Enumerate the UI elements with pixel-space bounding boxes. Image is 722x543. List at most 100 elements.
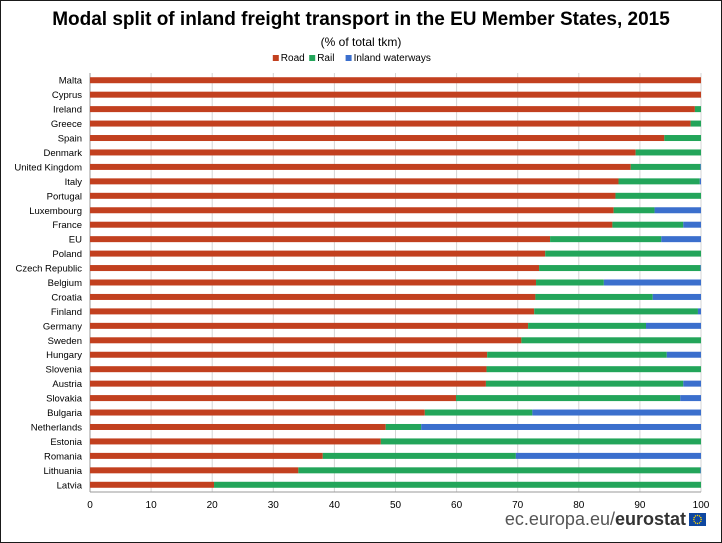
bar-road (90, 279, 537, 286)
x-tick-label: 0 (87, 500, 93, 511)
legend-label: Rail (317, 53, 334, 64)
bar-rail (615, 192, 701, 199)
category-label: Ireland (53, 105, 82, 116)
bar-inland-waterways (683, 380, 701, 387)
bar-rail (455, 395, 681, 402)
category-label: Belgium (48, 278, 82, 289)
category-label: United Kingdom (14, 162, 82, 173)
category-label: Malta (59, 76, 83, 87)
bar-inland-waterways (697, 308, 701, 315)
category-label: Portugal (47, 191, 82, 202)
category-label: Sweden (48, 336, 82, 347)
category-label: Netherlands (31, 422, 82, 433)
bar-road (90, 207, 614, 214)
category-label: Greece (51, 119, 82, 130)
bar-road (90, 366, 487, 373)
bar-rail (612, 221, 684, 228)
category-label: Poland (52, 249, 82, 260)
bar-inland-waterways (654, 207, 701, 214)
bar-rail (380, 438, 701, 445)
bar-road (90, 250, 546, 257)
bar-inland-waterways (699, 178, 701, 185)
category-label: Hungary (46, 350, 82, 361)
bar-inland-waterways (652, 293, 701, 300)
bar-rail (690, 120, 701, 127)
bar-road (90, 438, 381, 445)
bar-inland-waterways (421, 423, 701, 430)
legend-label: Inland waterways (354, 53, 431, 64)
bar-rail (298, 467, 701, 474)
bar-rail (487, 351, 667, 358)
bar-road (90, 380, 486, 387)
bar-rail (635, 149, 701, 156)
bar-road (90, 423, 386, 430)
bar-road (90, 308, 535, 315)
legend-swatch (272, 55, 279, 61)
bar-rail (322, 452, 516, 459)
bar-road (90, 120, 691, 127)
category-label: Luxembourg (29, 206, 82, 217)
x-tick-label: 50 (390, 500, 402, 511)
bar-rail (214, 481, 701, 488)
x-tick-label: 60 (451, 500, 463, 511)
category-label: Bulgaria (47, 408, 83, 419)
bar-rail (550, 236, 662, 243)
bar-road (90, 178, 619, 185)
x-tick-label: 100 (693, 500, 710, 511)
bar-rail (694, 106, 701, 113)
category-label: Croatia (51, 292, 82, 303)
bar-road (90, 77, 701, 84)
category-label: Slovenia (46, 365, 83, 376)
bar-road (90, 395, 456, 402)
bar-inland-waterways (661, 236, 701, 243)
brand-name: eurostat (614, 509, 686, 529)
bar-road (90, 265, 540, 272)
category-label: Latvia (57, 480, 83, 491)
bar-road (90, 351, 488, 358)
category-label: Denmark (43, 148, 82, 159)
eurostat-logo-text: ec.europa.eu/eurostat (505, 509, 686, 530)
bar-inland-waterways (515, 452, 701, 459)
category-label: Slovakia (46, 394, 83, 405)
category-label: EU (69, 235, 82, 246)
chart-title: Modal split of inland freight transport … (52, 9, 670, 30)
bar-rail (521, 337, 701, 344)
bar-rail (664, 135, 701, 142)
bar-rail (535, 293, 653, 300)
category-label: Estonia (50, 437, 82, 448)
category-label: Austria (52, 379, 82, 390)
category-label: Germany (43, 321, 82, 332)
x-tick-label: 40 (329, 500, 341, 511)
bar-rail (534, 308, 698, 315)
category-label: Lithuania (43, 466, 82, 477)
bar-inland-waterways (683, 221, 701, 228)
x-tick-label: 10 (146, 500, 158, 511)
bar-road (90, 467, 299, 474)
bar-road (90, 192, 616, 199)
category-label: Finland (51, 307, 82, 318)
bar-inland-waterways (646, 322, 701, 329)
bar-rail (630, 163, 701, 170)
site-url: ec.europa.eu/ (504, 509, 615, 529)
bar-rail (539, 265, 701, 272)
category-label: Romania (44, 451, 83, 462)
bar-rail (385, 423, 422, 430)
bar-inland-waterways (700, 467, 701, 474)
bar-rail (536, 279, 604, 286)
category-label: Italy (65, 177, 83, 188)
bar-road (90, 149, 636, 156)
bar-rail (613, 207, 655, 214)
bar-road (90, 106, 695, 113)
bar-inland-waterways (700, 265, 701, 272)
category-label: Spain (58, 134, 82, 145)
category-label: Cyprus (52, 90, 82, 101)
bar-road (90, 236, 551, 243)
bar-road (90, 163, 631, 170)
category-label: Czech Republic (15, 264, 82, 275)
bar-inland-waterways (532, 409, 701, 416)
bar-road (90, 293, 536, 300)
bar-road (90, 91, 701, 98)
bar-inland-waterways (680, 395, 701, 402)
